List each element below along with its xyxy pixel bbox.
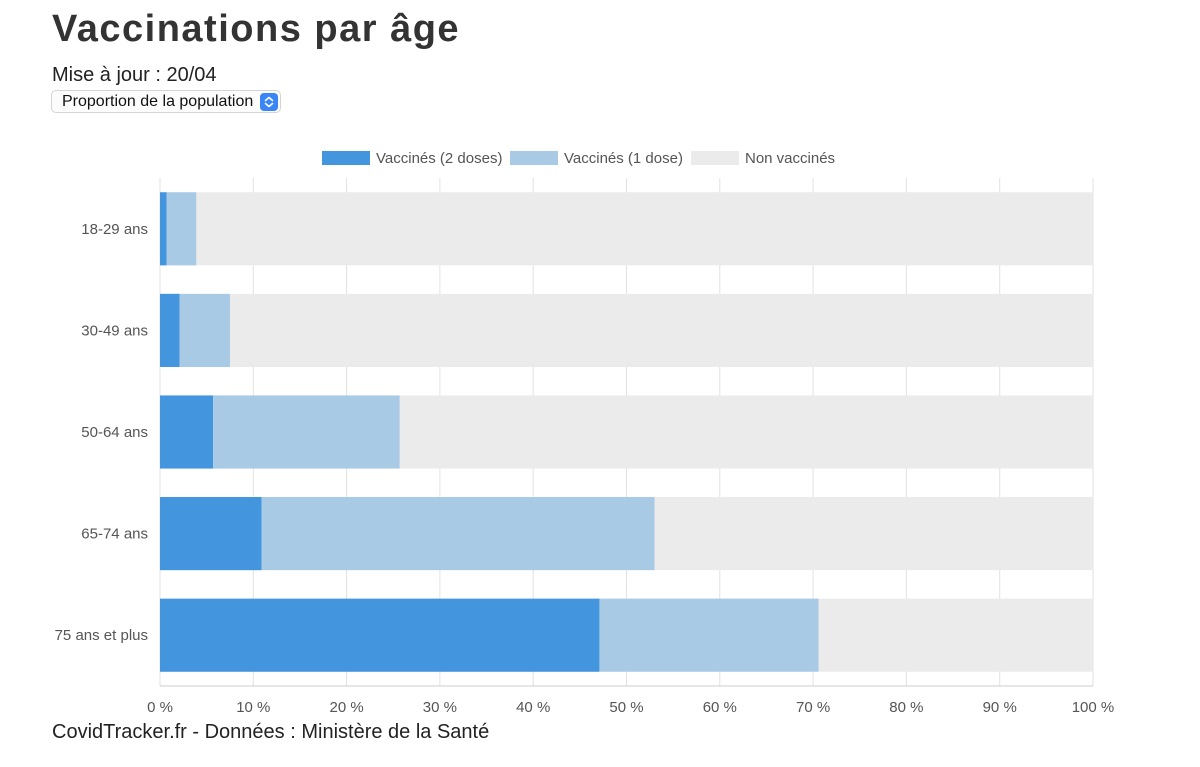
update-date: Mise à jour : 20/04 xyxy=(52,64,217,86)
x-tick-label: 60 % xyxy=(703,699,737,716)
bar-segment-1 xyxy=(160,293,180,367)
bar-segment-1 xyxy=(160,395,214,469)
legend-swatch xyxy=(510,151,558,165)
legend-label: Vaccinés (2 doses) xyxy=(376,150,502,167)
page-title: Vaccinations par âge xyxy=(52,8,461,50)
x-tick-label: 20 % xyxy=(329,699,363,716)
source-footer: CovidTracker.fr - Données : Ministère de… xyxy=(52,721,490,743)
y-tick-label: 30-49 ans xyxy=(81,322,148,339)
metric-select-value: Proportion de la population xyxy=(62,93,254,110)
x-tick-label: 100 % xyxy=(1072,699,1115,716)
legend-label: Vaccinés (1 dose) xyxy=(564,150,683,167)
y-tick-label: 18-29 ans xyxy=(81,221,148,238)
bar-segment-3 xyxy=(196,192,1094,266)
bar-segment-2 xyxy=(599,598,819,672)
x-tick-label: 80 % xyxy=(889,699,923,716)
x-tick-label: 40 % xyxy=(516,699,550,716)
bar-segment-3 xyxy=(229,293,1094,367)
metric-select[interactable]: Proportion de la population xyxy=(51,90,281,113)
bar-segment-1 xyxy=(160,497,262,571)
x-tick-label: 70 % xyxy=(796,699,830,716)
legend-label: Non vaccinés xyxy=(745,150,835,167)
legend-swatch xyxy=(322,151,370,165)
bar-segment-2 xyxy=(213,395,400,469)
bar-segment-1 xyxy=(160,598,600,672)
x-tick-label: 50 % xyxy=(609,699,643,716)
bar-segment-2 xyxy=(166,192,197,266)
bar-segment-3 xyxy=(818,598,1093,672)
y-tick-label: 50-64 ans xyxy=(81,424,148,441)
x-tick-label: 90 % xyxy=(983,699,1017,716)
chevron-up-down-icon xyxy=(260,93,278,111)
bar-segment-1 xyxy=(160,192,167,266)
x-tick-label: 10 % xyxy=(236,699,270,716)
bar-segment-3 xyxy=(399,395,1093,469)
y-tick-label: 75 ans et plus xyxy=(55,627,148,644)
y-tick-label: 65-74 ans xyxy=(81,526,148,543)
legend-swatch xyxy=(691,151,739,165)
x-tick-label: 0 % xyxy=(147,699,173,716)
bar-segment-2 xyxy=(179,293,230,367)
x-tick-label: 30 % xyxy=(423,699,457,716)
bar-segment-3 xyxy=(654,497,1093,571)
bar-segment-2 xyxy=(261,497,655,571)
